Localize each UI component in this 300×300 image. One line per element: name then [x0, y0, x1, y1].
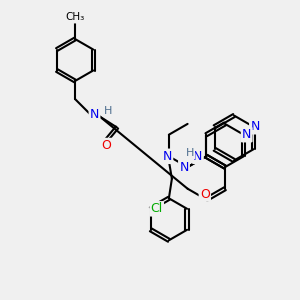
Text: N: N — [242, 128, 251, 141]
Text: H: H — [186, 148, 194, 158]
Text: CH₃: CH₃ — [65, 12, 85, 22]
Text: N: N — [179, 160, 189, 174]
Text: N: N — [90, 107, 99, 121]
Text: N: N — [193, 150, 203, 163]
Text: O: O — [200, 188, 210, 201]
Text: N: N — [250, 120, 260, 133]
Text: H: H — [104, 106, 112, 116]
Text: N: N — [163, 150, 172, 163]
Text: O: O — [102, 139, 111, 152]
Text: Cl: Cl — [151, 202, 163, 215]
